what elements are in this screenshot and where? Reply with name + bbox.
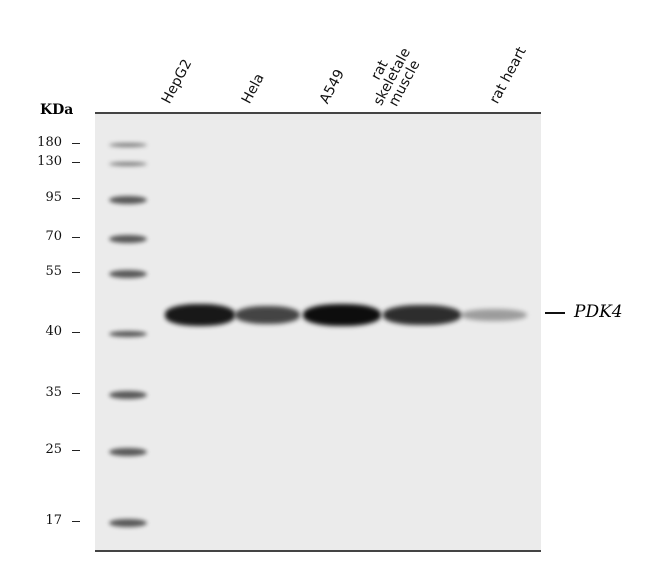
marker-label: 130 — [37, 154, 62, 169]
marker-label: 95 — [45, 190, 62, 205]
marker-label: 25 — [45, 442, 62, 457]
protein-band — [303, 304, 381, 326]
marker-label: 35 — [45, 385, 62, 400]
marker-label: 70 — [45, 229, 62, 244]
marker-tick — [72, 162, 80, 163]
ladder-band — [109, 391, 147, 399]
marker-tick — [72, 521, 80, 522]
ladder-band — [109, 519, 147, 527]
lane-label: HepG2 — [158, 56, 196, 107]
kda-label: KDa — [40, 102, 74, 118]
lane-label: Hela — [238, 71, 268, 107]
lane-label: rat heart — [486, 44, 530, 107]
marker-tick — [72, 143, 80, 144]
ladder-band — [109, 143, 147, 147]
marker-tick — [72, 237, 80, 238]
protein-band — [165, 304, 235, 326]
protein-band — [383, 305, 461, 325]
ladder-band — [109, 235, 147, 243]
lane-label: rat skeletale muscle — [368, 45, 424, 110]
band-pointer-line — [545, 312, 565, 314]
ladder-band — [109, 331, 147, 337]
marker-tick — [72, 272, 80, 273]
marker-label: 17 — [45, 513, 62, 528]
marker-tick — [72, 450, 80, 451]
band-label: PDK4 — [574, 302, 623, 322]
ladder-band — [109, 196, 147, 204]
marker-tick — [72, 393, 80, 394]
ladder-band — [109, 270, 147, 278]
lane-label: A549 — [316, 66, 348, 107]
protein-band — [461, 308, 527, 322]
blot-membrane — [95, 112, 541, 552]
marker-label: 40 — [45, 324, 62, 339]
ladder-band — [109, 162, 147, 166]
marker-label: 55 — [45, 264, 62, 279]
marker-label: 180 — [37, 135, 62, 150]
protein-band — [235, 305, 300, 325]
ladder-band — [109, 448, 147, 456]
marker-tick — [72, 332, 80, 333]
marker-tick — [72, 198, 80, 199]
